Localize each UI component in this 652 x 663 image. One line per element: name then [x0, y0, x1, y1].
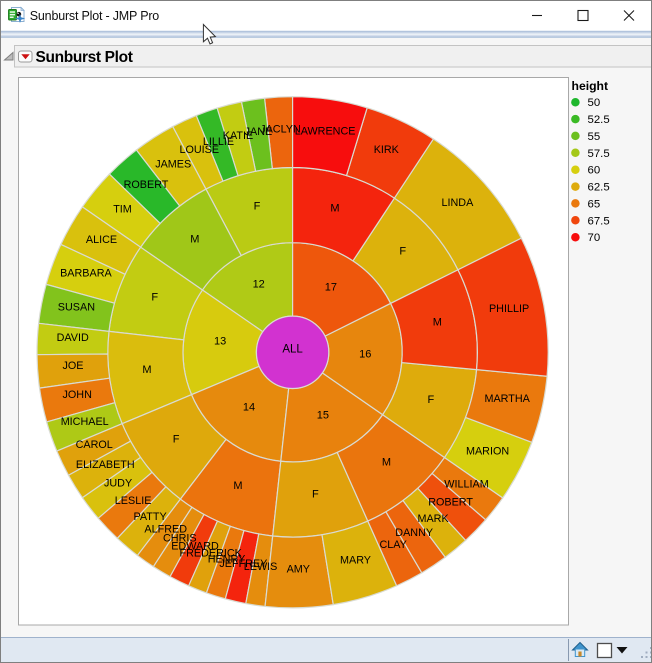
svg-text:WILLIAM: WILLIAM — [444, 478, 488, 490]
svg-text:CHRIS: CHRIS — [163, 532, 197, 544]
svg-text:M: M — [382, 457, 391, 469]
svg-text:ALL: ALL — [282, 343, 303, 355]
svg-text:LOUISE: LOUISE — [179, 144, 219, 156]
svg-text:ELIZABETH: ELIZABETH — [76, 459, 135, 471]
svg-text:MARY: MARY — [340, 554, 371, 566]
svg-text:67.5: 67.5 — [588, 215, 610, 227]
svg-text:ALFRED: ALFRED — [144, 523, 187, 535]
svg-text:JEFFREY: JEFFREY — [219, 558, 267, 570]
svg-text:PHILLIP: PHILLIP — [489, 303, 529, 315]
svg-text:M: M — [142, 364, 151, 376]
svg-text:60: 60 — [588, 165, 601, 177]
svg-text:LEWIS: LEWIS — [244, 561, 278, 573]
svg-text:JAMES: JAMES — [155, 158, 191, 170]
svg-text:F: F — [428, 394, 435, 406]
svg-text:height: height — [572, 79, 609, 93]
svg-text:F: F — [312, 489, 319, 501]
svg-text:JUDY: JUDY — [104, 478, 132, 490]
svg-text:15: 15 — [317, 410, 329, 422]
svg-text:EDWARD: EDWARD — [171, 541, 219, 553]
svg-text:LILLIE: LILLIE — [203, 136, 234, 148]
svg-text:50: 50 — [588, 97, 601, 109]
svg-text:52.5: 52.5 — [588, 114, 610, 126]
svg-text:TIM: TIM — [113, 203, 132, 215]
svg-text:M: M — [233, 480, 242, 492]
svg-text:12: 12 — [253, 279, 265, 291]
svg-text:CLAY: CLAY — [379, 539, 406, 551]
svg-text:F: F — [151, 292, 158, 304]
svg-text:70: 70 — [588, 232, 601, 244]
svg-text:DAVID: DAVID — [57, 332, 89, 344]
svg-text:KIRK: KIRK — [374, 144, 400, 156]
svg-text:ALICE: ALICE — [86, 234, 117, 246]
svg-text:62.5: 62.5 — [588, 182, 610, 194]
svg-text:13: 13 — [214, 336, 226, 348]
svg-text:Sunburst Plot - JMP Pro: Sunburst Plot - JMP Pro — [30, 9, 159, 23]
svg-text:CAROL: CAROL — [76, 439, 113, 451]
svg-text:JOE: JOE — [63, 360, 84, 372]
svg-text:M: M — [433, 316, 442, 328]
svg-text:MARION: MARION — [466, 446, 509, 458]
svg-text:JACLYN: JACLYN — [260, 123, 301, 135]
svg-text:14: 14 — [243, 402, 255, 414]
svg-text:16: 16 — [359, 349, 371, 361]
svg-text:Sunburst Plot: Sunburst Plot — [36, 49, 133, 66]
svg-text:LAWRENCE: LAWRENCE — [295, 126, 356, 138]
svg-text:65: 65 — [588, 198, 601, 210]
svg-text:F: F — [254, 201, 261, 213]
svg-text:17: 17 — [325, 281, 337, 293]
svg-text:BARBARA: BARBARA — [60, 267, 112, 279]
svg-text:F: F — [399, 246, 406, 258]
svg-text:ROBERT: ROBERT — [428, 497, 473, 509]
svg-text:55: 55 — [588, 131, 601, 143]
svg-text:M: M — [190, 233, 199, 245]
svg-text:LESLIE: LESLIE — [115, 495, 152, 507]
svg-text:MARK: MARK — [417, 513, 449, 525]
svg-text:AMY: AMY — [287, 563, 310, 575]
svg-text:MARTHA: MARTHA — [484, 393, 530, 405]
svg-text:MICHAEL: MICHAEL — [61, 416, 109, 428]
svg-text:ROBERT: ROBERT — [124, 179, 169, 191]
svg-text:SUSAN: SUSAN — [58, 301, 95, 313]
svg-text:DANNY: DANNY — [395, 527, 433, 539]
svg-text:FREDERICK: FREDERICK — [180, 548, 243, 560]
svg-text:57.5: 57.5 — [588, 148, 610, 160]
svg-text:KATIE: KATIE — [223, 130, 253, 142]
svg-text:JOHN: JOHN — [62, 389, 91, 401]
svg-text:M: M — [330, 202, 339, 214]
svg-text:LINDA: LINDA — [441, 197, 474, 209]
svg-text:PATTY: PATTY — [133, 511, 166, 523]
svg-text:F: F — [173, 433, 180, 445]
svg-text:HENRY: HENRY — [208, 553, 246, 565]
svg-text:JANE: JANE — [245, 126, 273, 138]
